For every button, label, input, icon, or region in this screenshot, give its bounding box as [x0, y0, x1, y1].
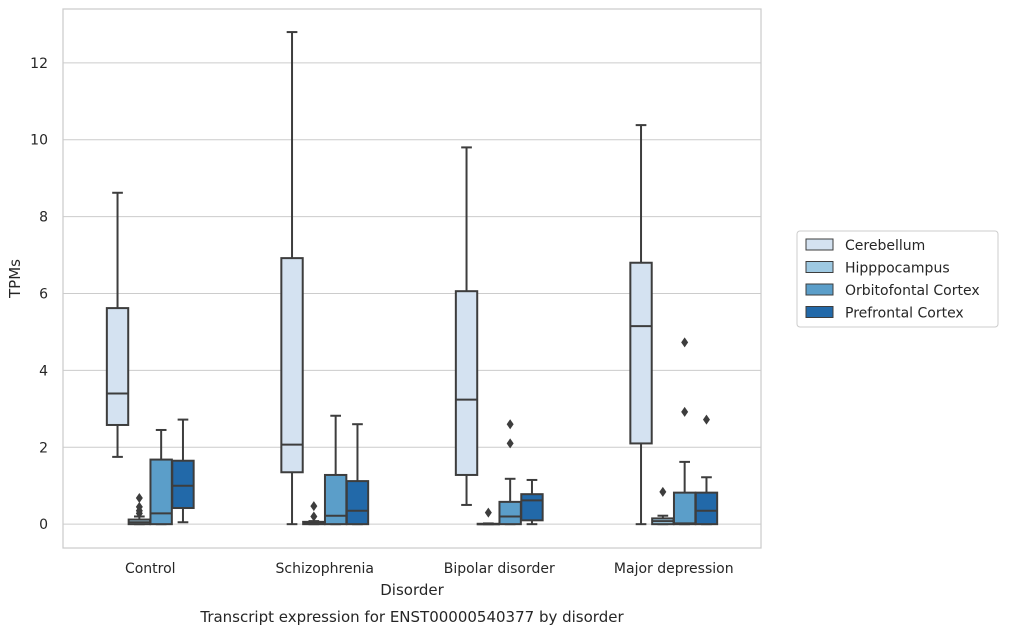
box-1-1 — [302, 501, 326, 526]
box-2-3 — [520, 478, 544, 526]
box-1-3 — [345, 423, 370, 526]
grid-lines — [63, 62, 761, 525]
box-3-3 — [694, 414, 719, 526]
box-0-3 — [171, 418, 195, 524]
legend-swatch — [805, 261, 834, 273]
outlier-point — [506, 419, 514, 430]
outlier-point — [484, 507, 492, 518]
y-axis-label: TPMs — [6, 259, 24, 299]
x-tick-label: Schizophrenia — [276, 561, 374, 577]
iqr-box — [694, 491, 719, 526]
y-tick-labels: 0 2 4 6 8 10 12 — [30, 56, 48, 533]
y-tick-label: 12 — [30, 56, 48, 72]
legend-swatch — [805, 283, 834, 296]
iqr-box — [323, 473, 348, 526]
box-1-2 — [323, 414, 348, 526]
outlier-point — [310, 511, 318, 522]
outlier-point — [659, 486, 667, 497]
box-2-2 — [498, 419, 522, 526]
iqr-box — [454, 290, 479, 476]
iqr-box — [629, 261, 653, 445]
iqr-box — [520, 493, 544, 522]
outlier-point — [310, 501, 318, 512]
y-tick-label: 8 — [39, 210, 48, 226]
plot-area-border — [62, 8, 762, 549]
outlier-point — [135, 501, 143, 512]
x-tick-label: Control — [125, 561, 176, 577]
y-tick-label: 6 — [39, 286, 48, 302]
y-tick-label: 4 — [39, 363, 48, 379]
x-tick-label: Bipolar disorder — [444, 561, 555, 577]
x-axis-label: Disorder — [380, 581, 444, 599]
legend-label: Cerebellum — [845, 238, 925, 254]
box-3-1 — [651, 486, 675, 526]
legend-label: Orbitofontal Cortex — [845, 283, 980, 299]
iqr-box — [149, 458, 173, 526]
chart-caption: Transcript expression for ENST0000054037… — [199, 608, 624, 626]
iqr-box — [345, 480, 370, 526]
box-2-0 — [454, 146, 479, 506]
iqr-box — [280, 257, 304, 474]
y-tick-label: 10 — [30, 133, 48, 149]
x-tick-labels: Control Schizophrenia Bipolar disorder Majo… — [125, 561, 734, 577]
plot-boxes — [105, 31, 719, 526]
iqr-box — [105, 307, 130, 426]
box-0-1 — [127, 493, 152, 526]
outlier-point — [681, 337, 689, 348]
y-tick-label: 0 — [39, 517, 48, 533]
outlier-point — [702, 414, 710, 425]
iqr-box — [672, 491, 697, 526]
legend: Cerebellum Hipppocampus Orbitofontal Corte… — [796, 230, 999, 328]
iqr-box — [498, 500, 522, 526]
outlier-point — [506, 438, 514, 449]
legend-swatch — [805, 306, 834, 318]
box-3-0 — [629, 124, 653, 526]
legend-label: Prefrontal Cortex — [845, 306, 964, 322]
box-3-2 — [672, 337, 697, 526]
box-0-2 — [149, 428, 173, 526]
legend-label: Hipppocampus — [845, 261, 950, 277]
outlier-point — [135, 493, 143, 504]
outlier-point — [681, 406, 689, 417]
box-1-0 — [280, 31, 304, 526]
x-tick-label: Major depression — [614, 561, 734, 577]
legend-frame — [796, 230, 999, 328]
y-tick-label: 2 — [39, 440, 48, 456]
iqr-box — [171, 459, 195, 510]
box-0-0 — [105, 191, 130, 458]
box-2-1 — [476, 507, 501, 526]
legend-swatch — [805, 238, 834, 251]
